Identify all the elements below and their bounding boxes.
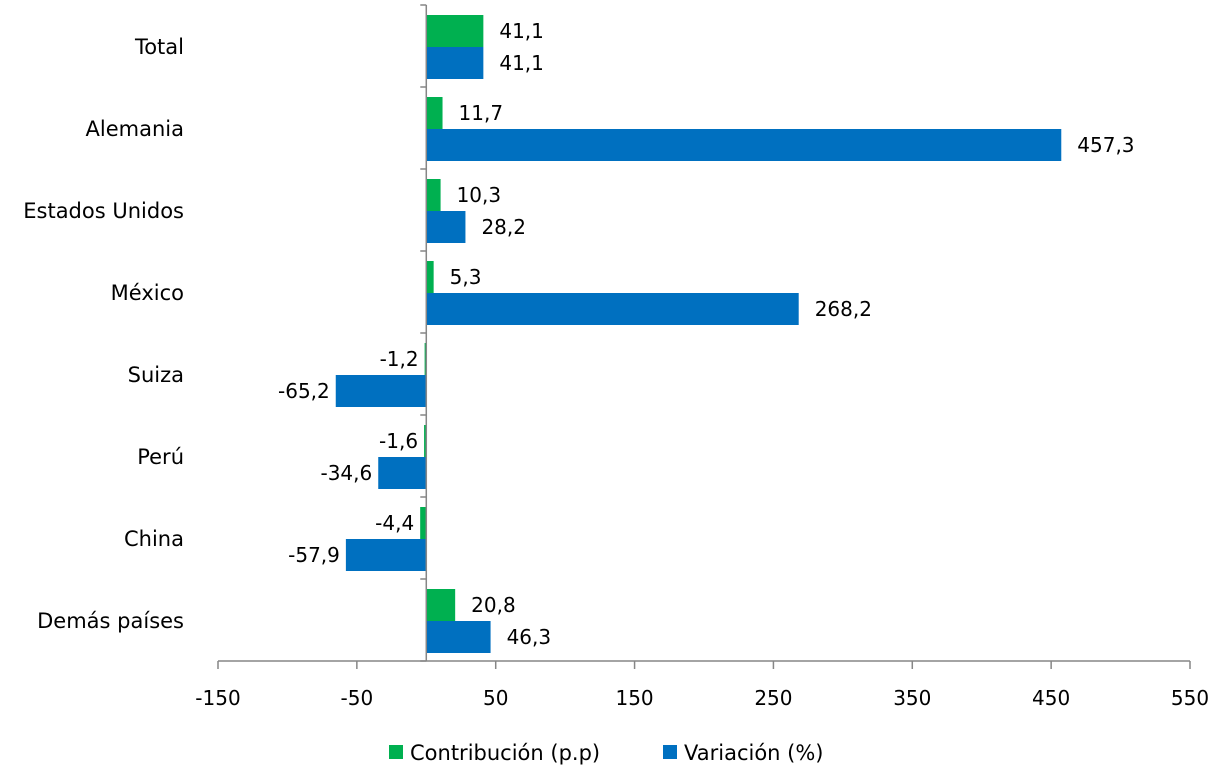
- x-tick-label: 350: [893, 686, 931, 710]
- bar-contribucion-suiza: [424, 343, 427, 375]
- data-label-variacion-suiza: -65,2: [278, 379, 330, 403]
- data-label-variacion-alemania: 457,3: [1077, 133, 1134, 157]
- legend-label-contribucion: Contribución (p.p): [410, 741, 600, 765]
- labels-layer: 41,1 41,1 Total 11,7 457,3 Alemania 10,3 28,2 Es…: [23, 19, 1209, 710]
- category-label-china: China: [124, 527, 184, 551]
- x-tick-label: 550: [1171, 686, 1209, 710]
- legend-label-variacion: Variación (%): [684, 741, 824, 765]
- bar-contribucion-estados-unidos: [426, 179, 441, 211]
- data-label-contribucion-total: 41,1: [499, 19, 544, 43]
- x-tick-label: 150: [615, 686, 653, 710]
- bar-contribucion-peru: [424, 425, 427, 457]
- bar-variacion-peru: [378, 457, 427, 489]
- category-label-mexico: México: [111, 281, 184, 305]
- data-label-variacion-estados-unidos: 28,2: [481, 215, 526, 239]
- data-label-contribucion-mexico: 5,3: [450, 265, 482, 289]
- data-label-contribucion-alemania: 11,7: [459, 101, 504, 125]
- data-label-contribucion-estados-unidos: 10,3: [457, 183, 502, 207]
- bar-contribucion-alemania: [426, 97, 443, 129]
- bar-variacion-total: [426, 47, 484, 79]
- bar-contribucion-total: [426, 15, 484, 47]
- legend-swatch-variacion: [663, 745, 677, 759]
- data-label-contribucion-demas-paises: 20,8: [471, 593, 516, 617]
- x-tick-label: -150: [195, 686, 240, 710]
- bar-variacion-demas-paises: [426, 621, 491, 653]
- bar-variacion-alemania: [426, 129, 1062, 161]
- category-label-peru: Perú: [137, 445, 184, 469]
- legend-swatch-contribucion: [389, 745, 403, 759]
- bar-variacion-china: [345, 539, 427, 571]
- data-label-contribucion-china: -4,4: [375, 511, 414, 535]
- bar-contribucion-mexico: [426, 261, 434, 293]
- data-label-variacion-mexico: 268,2: [815, 297, 872, 321]
- bar-contribucion-demas-paises: [426, 589, 456, 621]
- category-label-total: Total: [134, 35, 184, 59]
- category-label-estados-unidos: Estados Unidos: [23, 199, 184, 223]
- bars-layer: [335, 15, 1062, 653]
- bar-variacion-suiza: [335, 375, 427, 407]
- data-label-variacion-demas-paises: 46,3: [507, 625, 552, 649]
- bar-variacion-estados-unidos: [426, 211, 466, 243]
- category-label-alemania: Alemania: [86, 117, 184, 141]
- axes: [217, 4, 1191, 669]
- data-label-variacion-peru: -34,6: [320, 461, 372, 485]
- data-label-variacion-china: -57,9: [288, 543, 340, 567]
- x-tick-label: -50: [341, 686, 374, 710]
- legend: Contribución (p.p) Variación (%): [389, 741, 824, 765]
- bar-contribucion-china: [420, 507, 427, 539]
- x-tick-label: 450: [1032, 686, 1070, 710]
- data-label-contribucion-suiza: -1,2: [380, 347, 419, 371]
- category-label-suiza: Suiza: [128, 363, 184, 387]
- bar-variacion-mexico: [426, 293, 799, 325]
- x-tick-label: 250: [754, 686, 792, 710]
- data-label-contribucion-peru: -1,6: [379, 429, 418, 453]
- x-tick-label: 50: [483, 686, 508, 710]
- data-label-variacion-total: 41,1: [499, 51, 544, 75]
- category-label-demas-paises: Demás países: [37, 609, 184, 633]
